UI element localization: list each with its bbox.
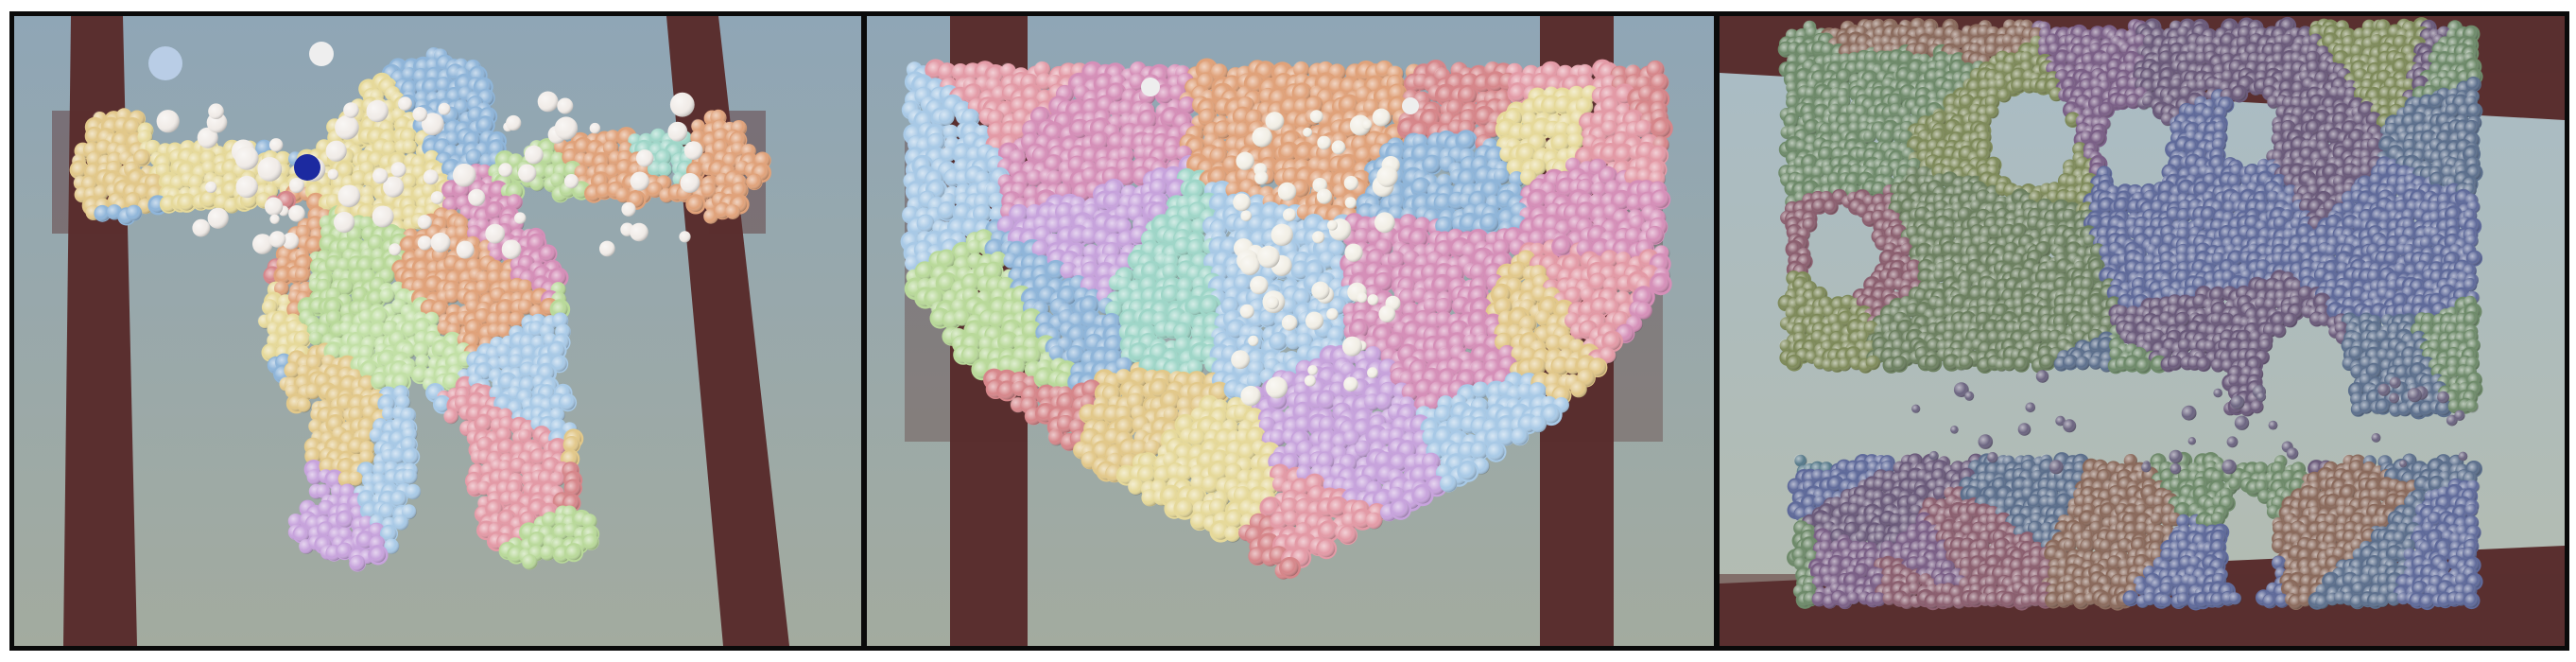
sheet-simulation-image bbox=[1720, 16, 2565, 646]
torn-sheet bbox=[1777, 16, 2483, 611]
panel-armadillo bbox=[9, 11, 866, 651]
heart-simulation-image bbox=[867, 16, 1714, 646]
panel-sheet bbox=[1715, 11, 2569, 651]
armadillo-simulation-image bbox=[14, 16, 861, 646]
white-fracture-particles bbox=[148, 42, 703, 259]
white-fracture-particles bbox=[1141, 78, 1419, 407]
panel-heart bbox=[862, 11, 1719, 651]
armadillo-figure bbox=[69, 47, 771, 572]
